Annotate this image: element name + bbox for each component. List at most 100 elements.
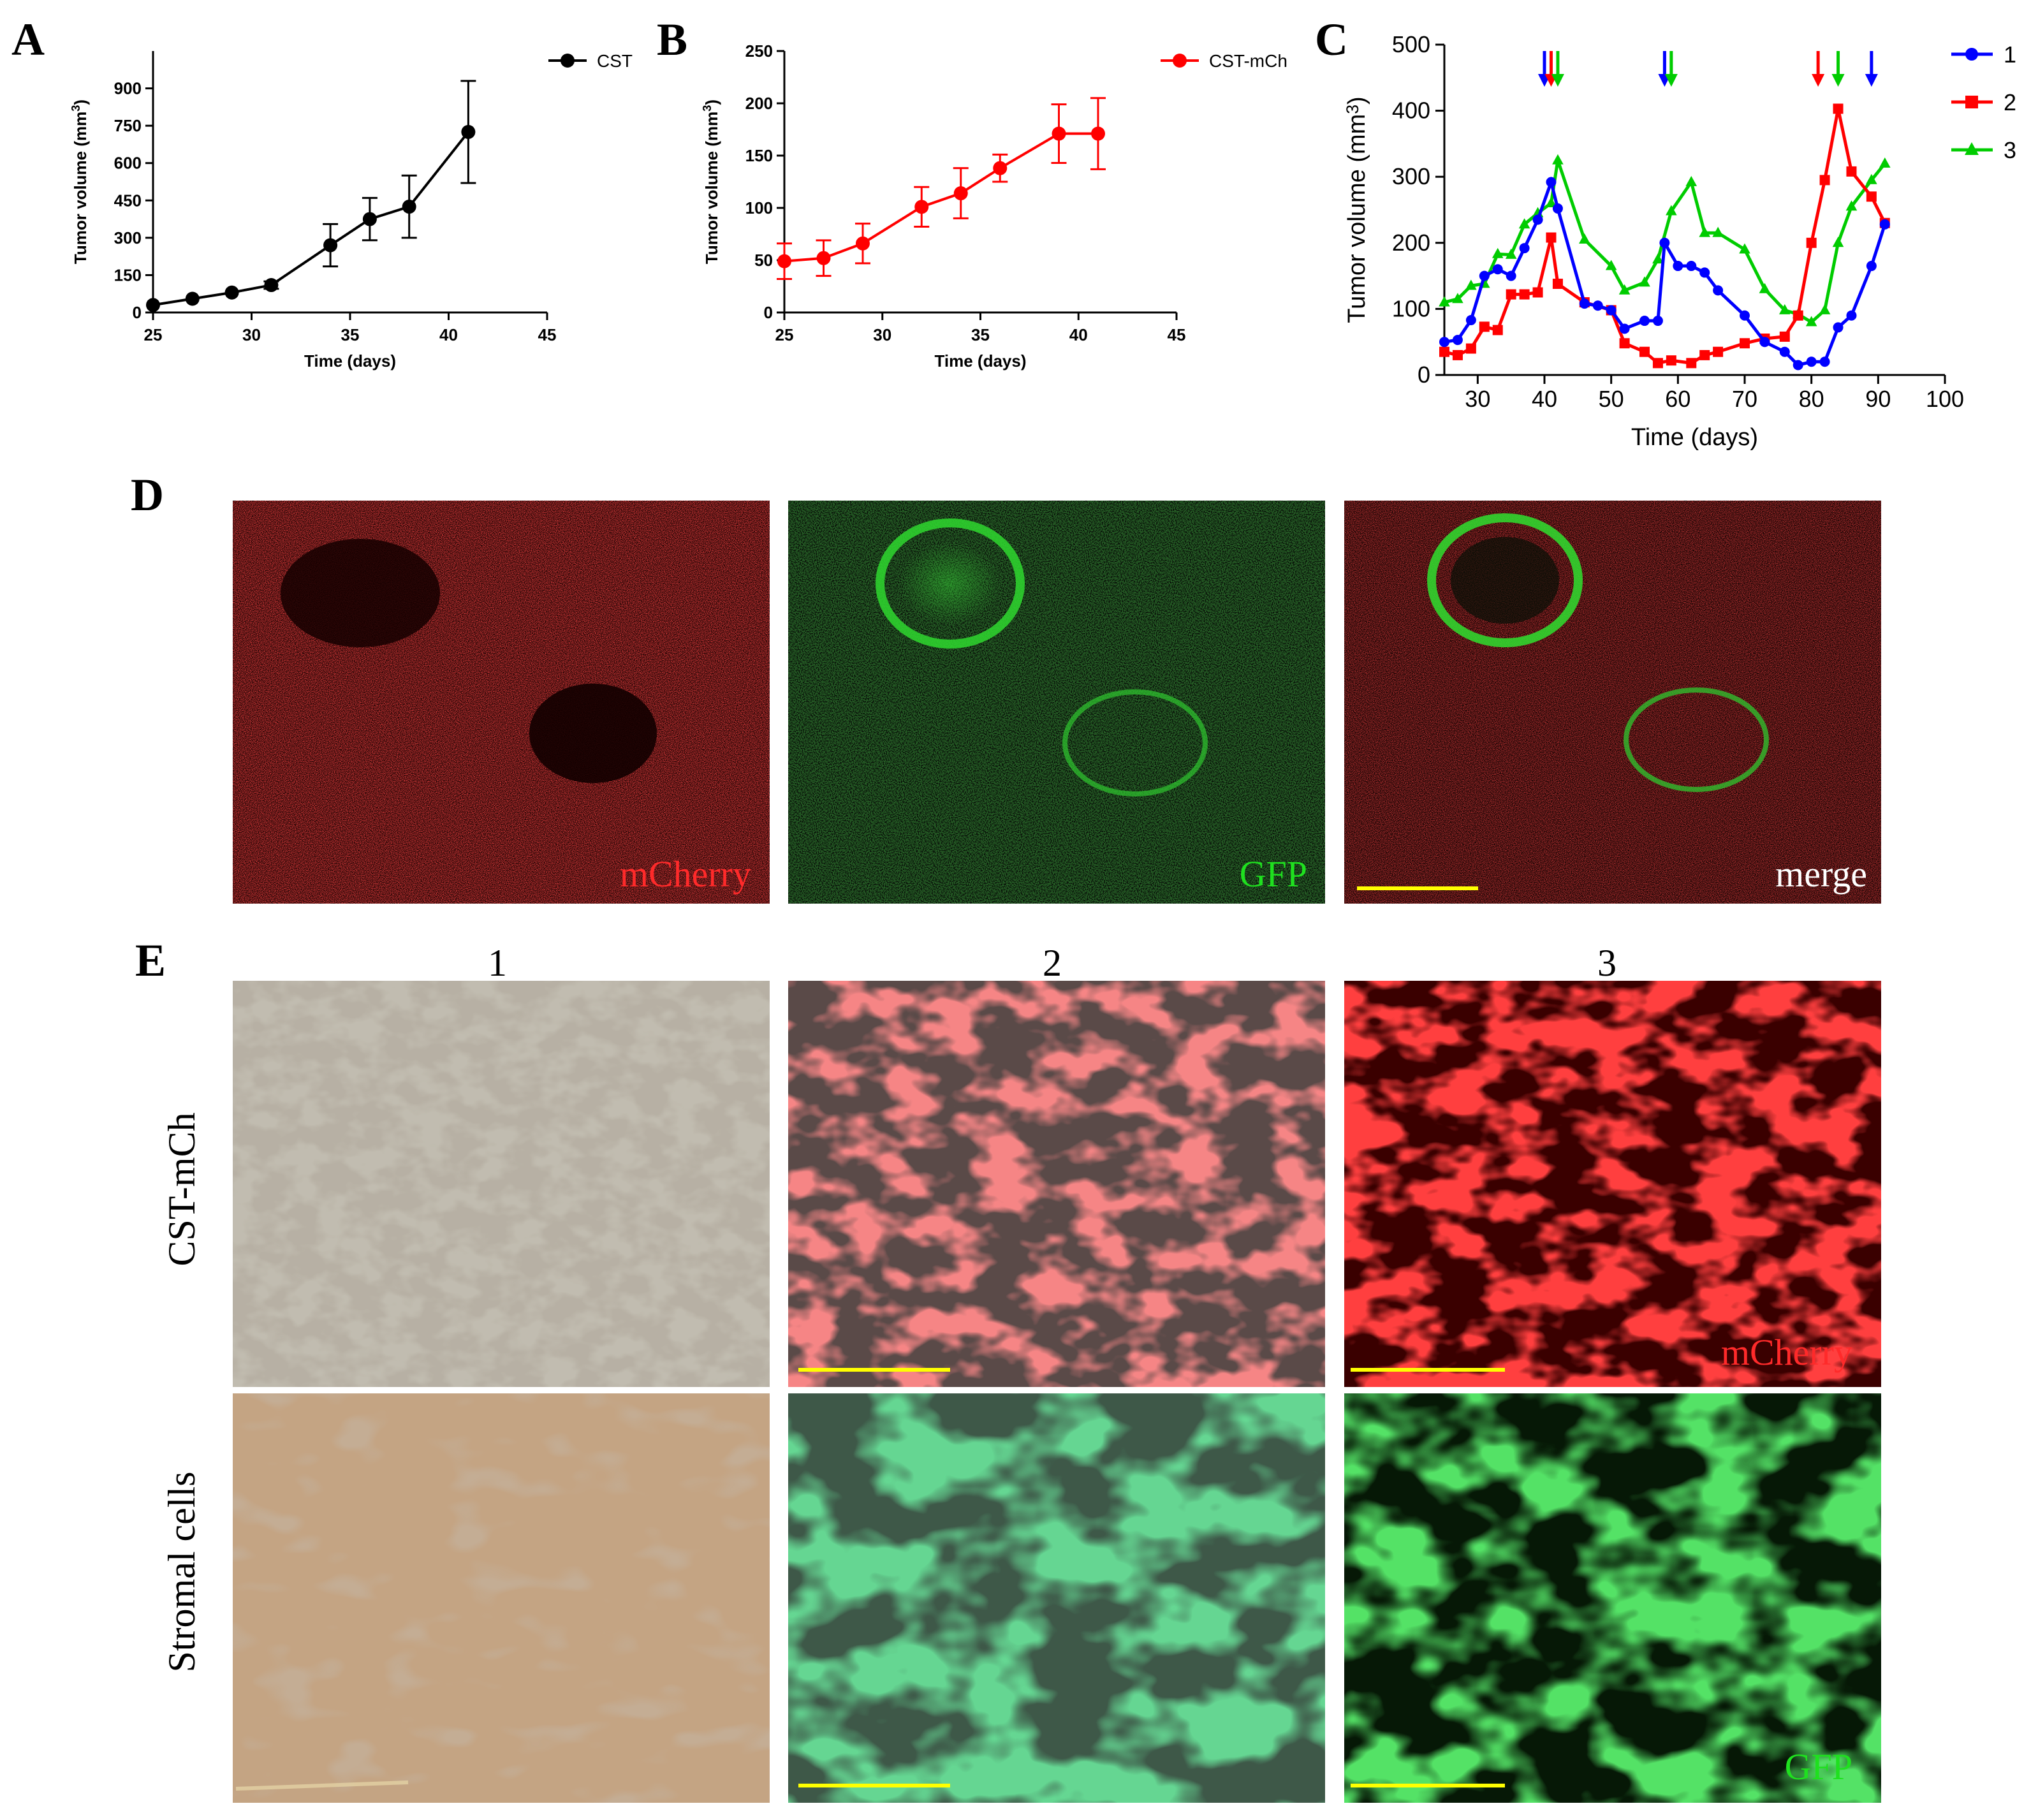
data-point-series-2 — [1793, 310, 1803, 321]
y-tick-label: 300 — [1392, 163, 1430, 189]
data-point-series-1 — [1806, 356, 1817, 367]
data-point — [816, 251, 831, 265]
micrograph-e-stromal-overlay — [788, 1393, 1325, 1803]
chart-c: 0 100 200 300 400 500 30 40 50 60 70 80 90 100 Time (d… — [1343, 31, 2016, 451]
chart-b: 0 50 100 150 200 250 25 30 35 40 45 Time (days) Tumo… — [701, 41, 1287, 371]
data-point-series-2 — [1452, 349, 1463, 360]
panel-e-row-cst-mch: mCherry — [233, 981, 1881, 1387]
panel-letter-a: A — [11, 14, 45, 65]
data-point-series-1 — [1439, 337, 1449, 348]
y-tick-label: 150 — [745, 146, 773, 165]
row-label-cst-mch: CST-mCh — [161, 1112, 203, 1266]
data-point-series-2 — [1819, 175, 1830, 186]
data-point — [461, 124, 476, 139]
data-point-series-3 — [1552, 154, 1564, 165]
data-point — [224, 285, 239, 300]
data-point — [323, 238, 338, 253]
data-point-series-3 — [1699, 226, 1710, 237]
x-tick-label: 80 — [1799, 386, 1824, 412]
data-point-series-1 — [1479, 270, 1490, 281]
data-point-series-3 — [1739, 243, 1750, 254]
micrograph-d-gfp: GFP — [788, 501, 1325, 904]
legend-label: CST-mCh — [1209, 51, 1287, 71]
data-point-series-1 — [1579, 298, 1590, 309]
x-tick-label: 60 — [1665, 386, 1690, 412]
data-point-series-1 — [1866, 261, 1877, 272]
y-tick-label: 250 — [745, 41, 773, 61]
data-point-series-3 — [1845, 200, 1858, 211]
y-axis-label: Tumor volume (mm3) — [701, 99, 721, 264]
data-point-series-1 — [1592, 300, 1603, 311]
data-point-series-3 — [1712, 226, 1724, 237]
x-tick-label: 90 — [1865, 386, 1891, 412]
legend-label: 2 — [2004, 89, 2016, 115]
x-axis-label: Time (days) — [304, 351, 396, 371]
data-point-series-3 — [1465, 279, 1477, 290]
x-tick-label: 70 — [1732, 386, 1757, 412]
label-d-gfp: GFP — [1240, 853, 1307, 895]
data-point-series-2 — [1846, 166, 1857, 177]
data-point-series-2 — [1506, 289, 1516, 300]
data-point-series-2 — [1479, 321, 1490, 332]
data-point-series-3 — [1639, 276, 1650, 287]
legend-label: 1 — [2004, 41, 2016, 68]
data-point-series-3 — [1652, 253, 1664, 264]
data-point — [953, 186, 968, 201]
data-point-series-1 — [1532, 214, 1543, 225]
row-label-stromal-cells: Stromal cells — [161, 1472, 203, 1673]
data-point-series-1 — [1759, 337, 1770, 348]
y-tick-label: 50 — [754, 251, 773, 270]
data-point-series-1 — [1686, 261, 1697, 272]
panel-letter-e: E — [135, 935, 166, 986]
data-point — [185, 291, 200, 306]
data-point — [264, 278, 279, 293]
data-point-series-1 — [1819, 356, 1830, 367]
legend-marker — [561, 54, 575, 68]
legend-marker — [1173, 54, 1187, 68]
micrograph-e-cst-mcherry: mCherry — [1344, 981, 1881, 1387]
treatment-arrowhead — [1831, 74, 1845, 87]
y-axis-label: Tumor volume (mm3) — [1343, 96, 1370, 323]
data-point — [1052, 126, 1066, 141]
data-point-series-2 — [1866, 191, 1877, 202]
micrograph-e-stromal-brightfield — [233, 1393, 770, 1803]
y-tick-label: 750 — [114, 116, 142, 135]
y-tick-label: 0 — [1418, 362, 1430, 388]
data-point-series-3 — [1518, 218, 1530, 229]
data-point-series-2 — [1779, 331, 1790, 342]
data-point-series-1 — [1879, 219, 1890, 230]
data-point-series-1 — [1793, 360, 1803, 371]
data-point-series-1 — [1833, 322, 1844, 333]
x-tick-label: 30 — [1465, 386, 1490, 412]
column-header-2: 2 — [1043, 942, 1062, 984]
y-tick-label: 400 — [1392, 98, 1430, 124]
series-line — [152, 131, 469, 307]
x-tick-label: 35 — [341, 325, 360, 344]
data-point — [146, 298, 160, 312]
panel-d-images: mCherry GFP merge — [233, 501, 1881, 904]
data-point-series-2 — [1652, 358, 1663, 369]
y-tick-label: 100 — [745, 198, 773, 217]
data-point-series-1 — [1519, 243, 1530, 254]
x-tick-label: 45 — [1168, 325, 1186, 344]
data-point-series-1 — [1740, 310, 1750, 321]
treatment-arrowhead — [1551, 74, 1564, 87]
y-tick-label: 0 — [764, 303, 773, 322]
data-point-series-1 — [1652, 316, 1663, 327]
data-point-series-1 — [1699, 267, 1710, 278]
micrograph-e-cst-brightfield — [233, 981, 770, 1387]
data-point-series-2 — [1546, 232, 1557, 243]
legend-label: CST — [597, 51, 633, 71]
data-point-series-1 — [1492, 264, 1503, 275]
data-point — [402, 200, 416, 214]
treatment-arrowhead — [1664, 74, 1678, 87]
treatment-arrowhead — [1865, 74, 1878, 87]
x-tick-label: 100 — [1926, 386, 1964, 412]
micrograph-e-cst-overlay — [788, 981, 1325, 1387]
chart-a: 0 150 300 450 600 750 900 25 30 35 40 45 Time (days)… — [70, 51, 633, 371]
data-point-series-1 — [1452, 335, 1463, 346]
data-point-series-2 — [1833, 103, 1844, 114]
data-point-series-2 — [1686, 358, 1697, 369]
data-point-series-3 — [1666, 205, 1677, 216]
